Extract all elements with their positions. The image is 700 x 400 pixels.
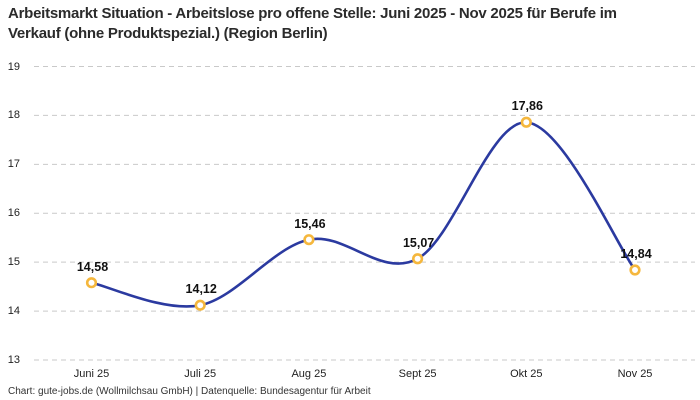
- x-axis-tick-Aug 25: Aug 25: [291, 368, 327, 380]
- y-axis-tick-17: 17: [7, 158, 20, 171]
- data-point-marker-Juni 25: [85, 277, 98, 289]
- value-label-Sept 25: 15,07: [402, 235, 435, 250]
- value-label-Juli 25: 14,12: [185, 282, 217, 297]
- data-point-marker-Juli 25: [194, 299, 206, 311]
- data-point-marker-Sept 25: [412, 253, 424, 265]
- chart-title: Arbeitsmarkt Situation - Arbeitslose pro…: [8, 5, 617, 42]
- y-axis-tick-15: 15: [7, 256, 20, 269]
- y-axis-tick-18: 18: [7, 109, 20, 122]
- data-point-marker-Aug 25: [303, 234, 315, 246]
- x-axis-tick-Nov 25: Nov 25: [617, 368, 653, 380]
- data-point-marker-Okt 25: [520, 116, 532, 128]
- value-label-Juni 25: 14,58: [76, 259, 109, 274]
- y-axis-tick-16: 16: [7, 207, 20, 220]
- y-axis-tick-19: 19: [7, 60, 20, 73]
- series-line: [90, 120, 637, 308]
- value-label-Okt 25: 17,86: [511, 99, 543, 114]
- x-axis-tick-Okt 25: Okt 25: [510, 368, 543, 380]
- chart-footer-attribution: Chart: gute-jobs.de (Wollmilchsau GmbH) …: [8, 386, 371, 397]
- y-axis-tick-14: 14: [7, 305, 20, 318]
- y-axis-tick-13: 13: [7, 354, 20, 366]
- value-label-Nov 25: 14,84: [620, 246, 652, 261]
- x-axis-tick-Juli 25: Juli 25: [184, 368, 217, 380]
- x-axis-tick-Juni 25: Juni 25: [73, 368, 110, 380]
- x-axis-tick-Sept 25: Sept 25: [398, 368, 437, 380]
- value-label-Aug 25: 15,46: [294, 216, 326, 231]
- data-point-marker-Nov 25: [629, 264, 641, 276]
